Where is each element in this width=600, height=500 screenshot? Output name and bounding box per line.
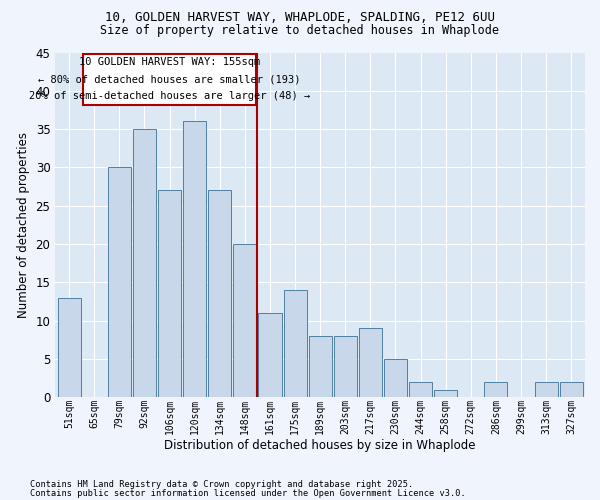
Text: Size of property relative to detached houses in Whaplode: Size of property relative to detached ho… xyxy=(101,24,499,37)
Text: 20% of semi-detached houses are larger (48) →: 20% of semi-detached houses are larger (… xyxy=(29,91,310,101)
Text: Contains public sector information licensed under the Open Government Licence v3: Contains public sector information licen… xyxy=(30,490,466,498)
Bar xyxy=(133,129,156,398)
Bar xyxy=(58,298,81,398)
Bar xyxy=(434,390,457,398)
Bar xyxy=(108,168,131,398)
Bar xyxy=(183,122,206,398)
Text: 10, GOLDEN HARVEST WAY, WHAPLODE, SPALDING, PE12 6UU: 10, GOLDEN HARVEST WAY, WHAPLODE, SPALDI… xyxy=(105,11,495,24)
Text: Contains HM Land Registry data © Crown copyright and database right 2025.: Contains HM Land Registry data © Crown c… xyxy=(30,480,413,489)
Bar xyxy=(560,382,583,398)
X-axis label: Distribution of detached houses by size in Whaplode: Distribution of detached houses by size … xyxy=(164,440,476,452)
Bar xyxy=(308,336,332,398)
Bar xyxy=(284,290,307,398)
Bar xyxy=(535,382,557,398)
Bar xyxy=(208,190,232,398)
Bar xyxy=(359,328,382,398)
Bar xyxy=(484,382,508,398)
Bar xyxy=(259,313,281,398)
Text: 10 GOLDEN HARVEST WAY: 155sqm: 10 GOLDEN HARVEST WAY: 155sqm xyxy=(79,58,260,68)
Text: ← 80% of detached houses are smaller (193): ← 80% of detached houses are smaller (19… xyxy=(38,74,301,85)
Bar xyxy=(409,382,432,398)
Bar xyxy=(158,190,181,398)
Bar xyxy=(83,54,256,104)
Bar xyxy=(384,359,407,398)
Y-axis label: Number of detached properties: Number of detached properties xyxy=(17,132,30,318)
Bar xyxy=(334,336,357,398)
Bar xyxy=(233,244,256,398)
